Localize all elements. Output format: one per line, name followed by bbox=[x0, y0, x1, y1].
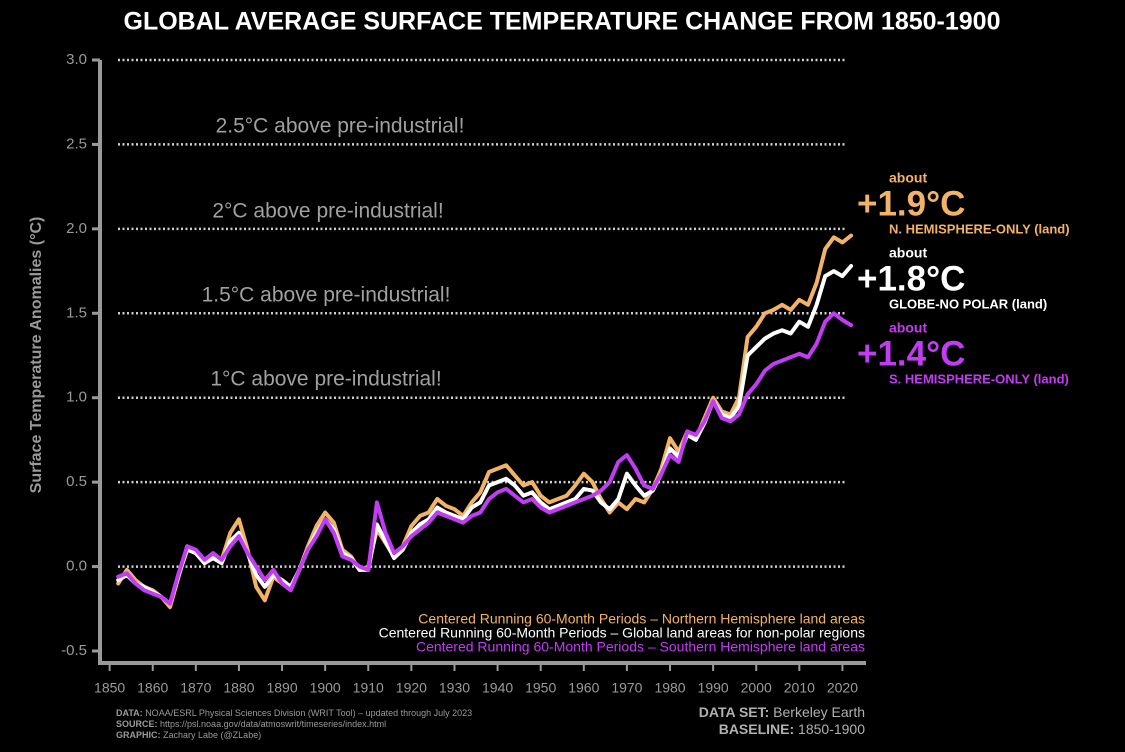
callout-label: N. HEMISPHERE-ONLY (land) bbox=[889, 221, 1070, 236]
callout-label: S. HEMISPHERE-ONLY (land) bbox=[889, 371, 1069, 386]
x-tick-label: 1940 bbox=[482, 680, 513, 696]
footer-text: Berkeley Earth bbox=[773, 704, 865, 720]
x-tick-label: 1850 bbox=[94, 680, 125, 696]
callout-value: +1.9°C bbox=[857, 184, 965, 223]
x-tick-label: 1980 bbox=[654, 680, 685, 696]
footer-key: GRAPHIC: bbox=[116, 730, 161, 740]
footer-text: NOAA/ESRL Physical Sciences Division (WR… bbox=[145, 708, 472, 718]
footer-text: Zachary Labe (@ZLabe) bbox=[163, 730, 261, 740]
footer-key: BASELINE: bbox=[719, 721, 794, 737]
callout-prefix: about bbox=[889, 320, 927, 336]
footer-key: SOURCE: bbox=[116, 719, 158, 729]
annotation: 1°C above pre-industrial! bbox=[210, 368, 441, 391]
callout-prefix: about bbox=[889, 170, 927, 186]
callout-prefix: about bbox=[889, 245, 927, 261]
footer-key: DATA SET: bbox=[699, 704, 770, 720]
footer-text: https://psl.noaa.gov/data/atmoswrit/time… bbox=[160, 719, 386, 729]
series-line bbox=[116, 311, 854, 606]
legend-entry: Centered Running 60-Month Periods – Glob… bbox=[379, 625, 865, 641]
annotation: 2.5°C above pre-industrial! bbox=[216, 115, 465, 138]
x-tick-label: 1860 bbox=[137, 680, 168, 696]
x-tick-label: 1920 bbox=[396, 680, 427, 696]
x-tick-label: 1880 bbox=[223, 680, 254, 696]
footer-left: GRAPHIC: Zachary Labe (@ZLabe) bbox=[116, 730, 261, 740]
callout-value: +1.4°C bbox=[857, 334, 965, 373]
y-tick-label: -0.5 bbox=[61, 642, 87, 659]
chart-title: GLOBAL AVERAGE SURFACE TEMPERATURE CHANG… bbox=[124, 8, 1001, 36]
legend-entry: Centered Running 60-Month Periods – Sout… bbox=[416, 639, 865, 655]
x-tick-label: 1950 bbox=[525, 680, 556, 696]
x-tick-label: 1910 bbox=[353, 680, 384, 696]
callout-value: +1.8°C bbox=[857, 259, 965, 298]
footer-key: DATA: bbox=[116, 708, 143, 718]
x-tick-label: 1890 bbox=[266, 680, 297, 696]
y-tick-label: 2.5 bbox=[66, 135, 87, 152]
annotation: 1.5°C above pre-industrial! bbox=[202, 284, 451, 307]
footer-right: DATA SET: Berkeley Earth bbox=[699, 704, 865, 720]
y-axis-label: Surface Temperature Anomalies (°C) bbox=[28, 217, 45, 494]
y-tick-label: 0.0 bbox=[66, 558, 87, 575]
x-tick-label: 2010 bbox=[784, 680, 815, 696]
x-tick-label: 1930 bbox=[439, 680, 470, 696]
y-tick-label: 0.5 bbox=[66, 473, 87, 490]
x-tick-label: 2020 bbox=[827, 680, 858, 696]
x-tick-label: 1900 bbox=[310, 680, 341, 696]
y-tick-label: 1.0 bbox=[66, 389, 87, 406]
y-tick-label: 1.5 bbox=[66, 304, 87, 321]
y-tick-label: 3.0 bbox=[66, 51, 87, 68]
footer-right: BASELINE: 1850-1900 bbox=[719, 721, 866, 737]
footer-left: DATA: NOAA/ESRL Physical Sciences Divisi… bbox=[116, 708, 472, 718]
x-tick-label: 1970 bbox=[611, 680, 642, 696]
series-line bbox=[116, 233, 854, 610]
x-tick-label: 1990 bbox=[698, 680, 729, 696]
footer-left: SOURCE: https://psl.noaa.gov/data/atmosw… bbox=[116, 719, 386, 729]
annotation: 2°C above pre-industrial! bbox=[212, 200, 443, 223]
legend-entry: Centered Running 60-Month Periods – Nort… bbox=[418, 611, 865, 627]
x-tick-label: 1960 bbox=[568, 680, 599, 696]
x-tick-label: 2000 bbox=[741, 680, 772, 696]
x-tick-label: 1870 bbox=[180, 680, 211, 696]
y-tick-label: 2.0 bbox=[66, 220, 87, 237]
callout-label: GLOBE-NO POLAR (land) bbox=[889, 296, 1047, 311]
footer-text: 1850-1900 bbox=[798, 721, 865, 737]
